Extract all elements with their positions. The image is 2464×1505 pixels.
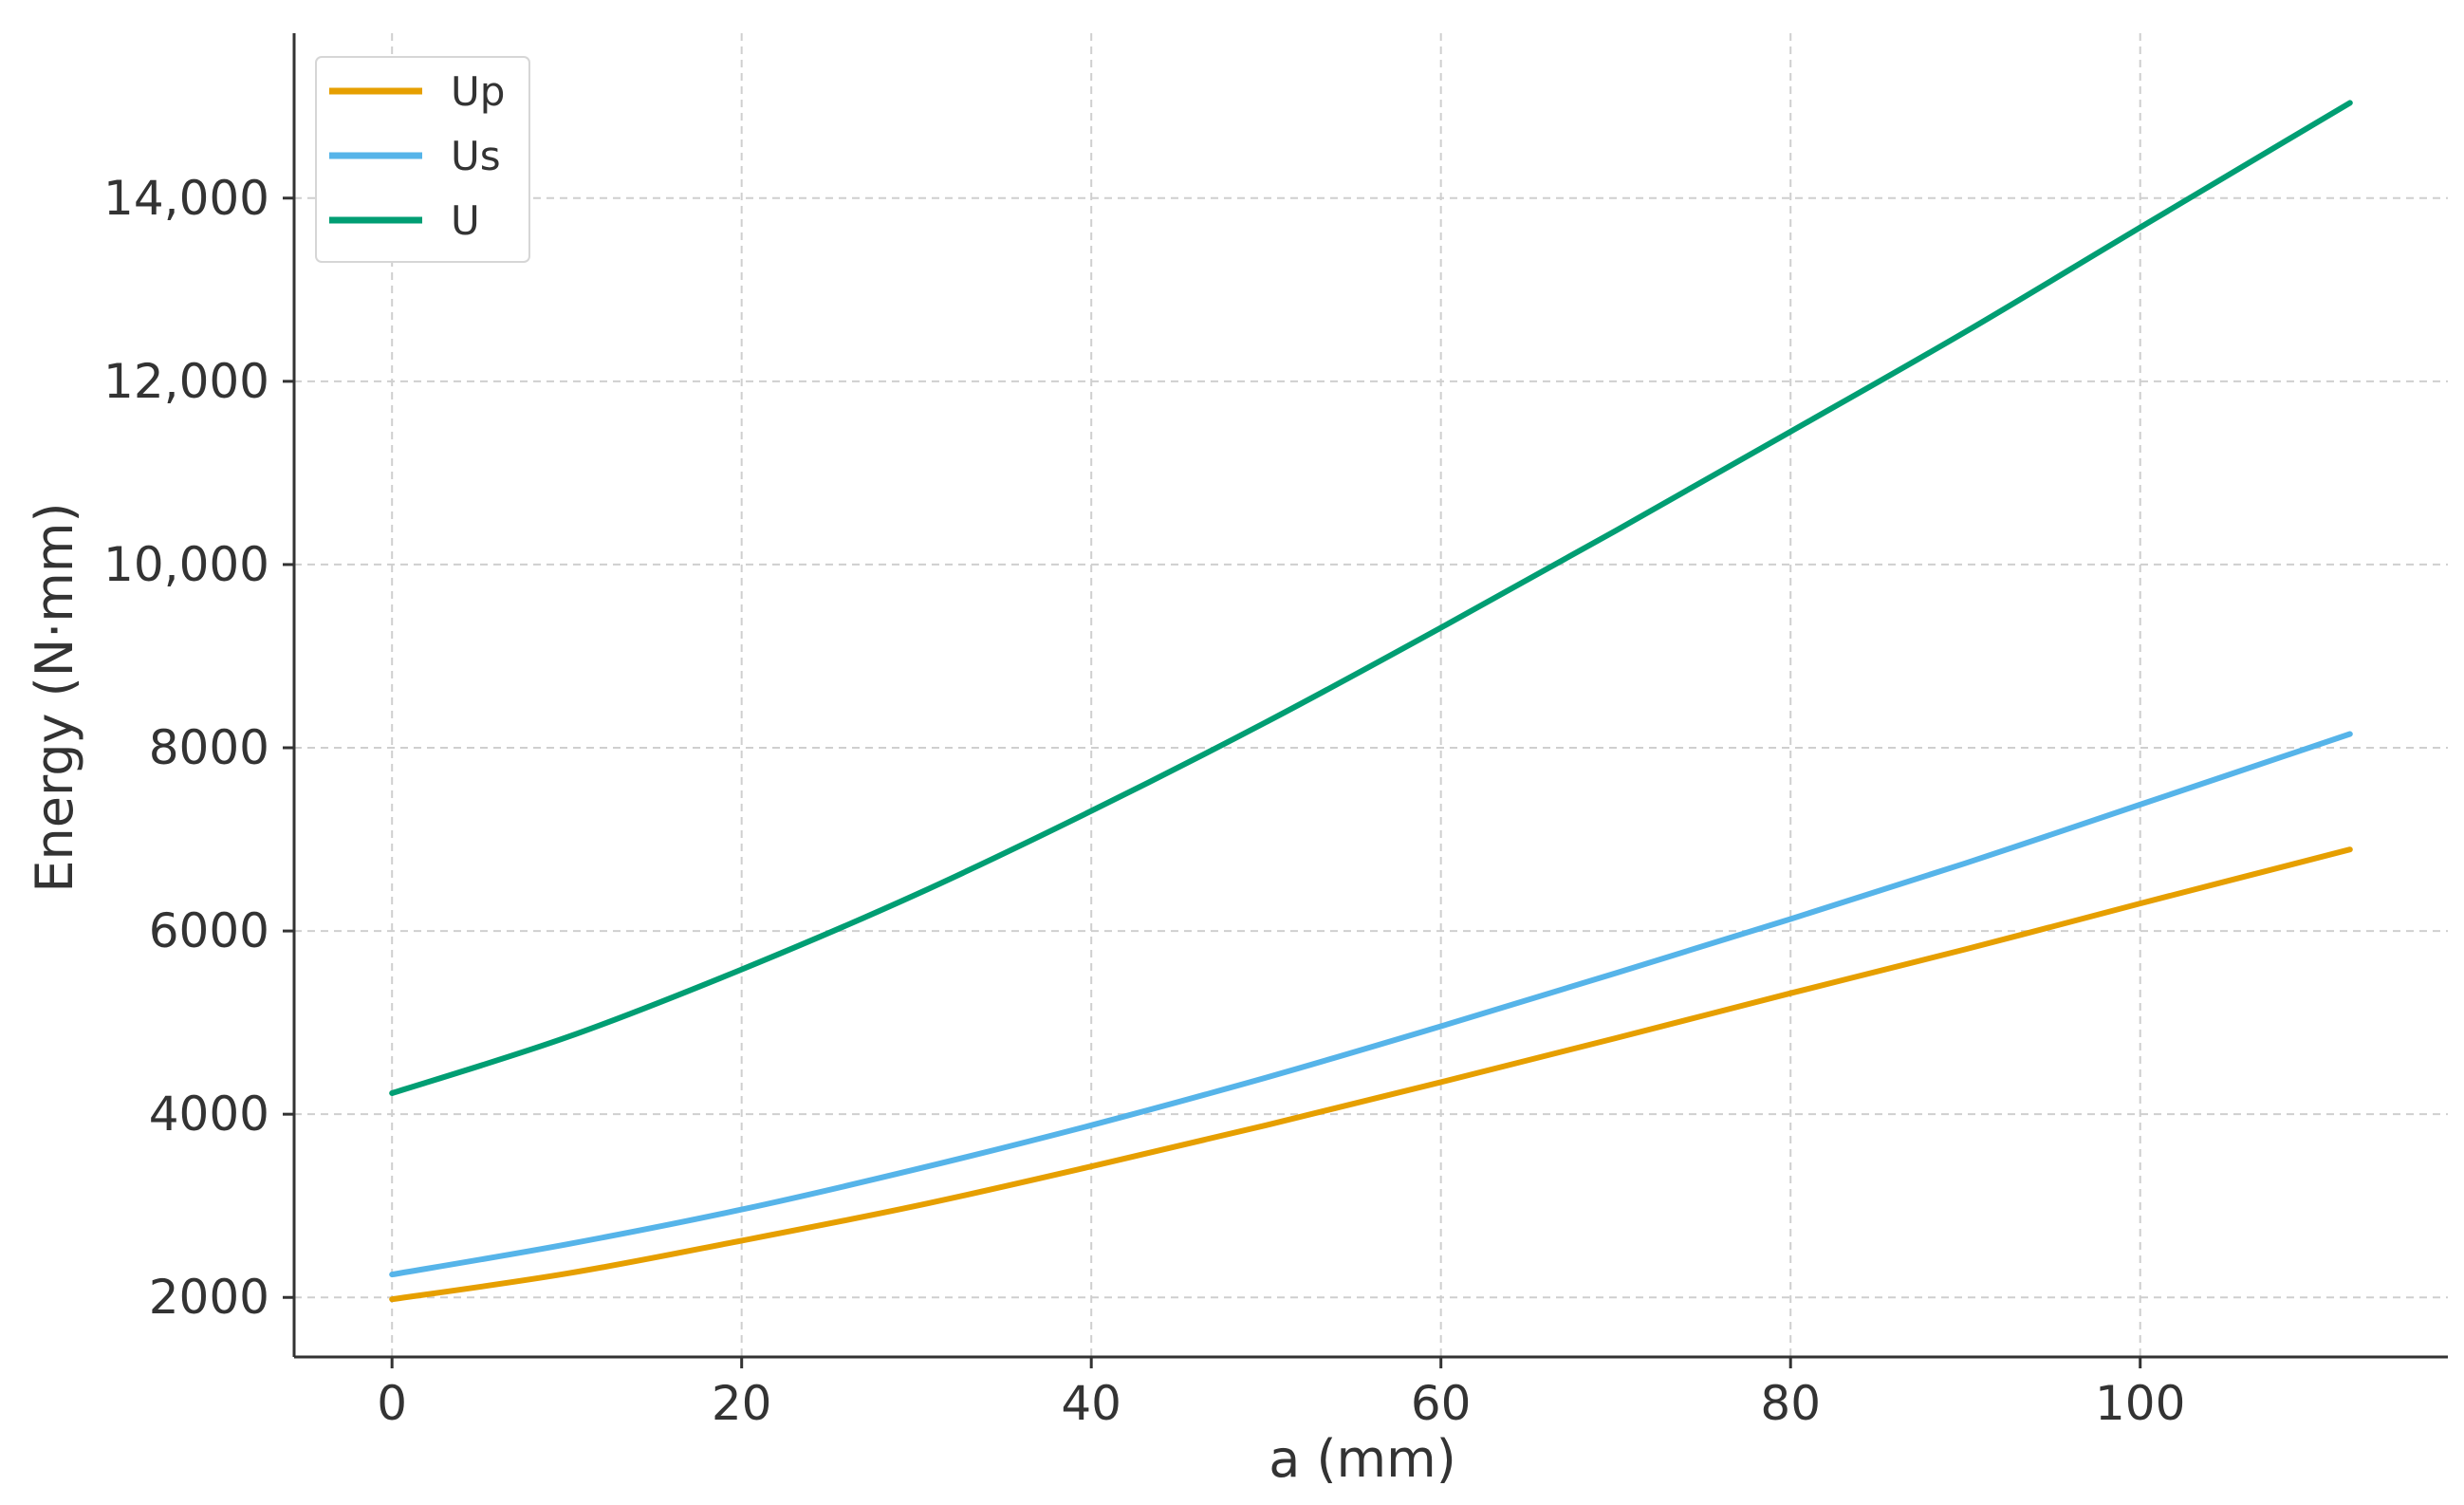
- legend: Up Us U: [315, 56, 530, 263]
- axes: [292, 33, 2448, 1359]
- legend-label-us: Us: [451, 133, 501, 179]
- x-tick-label: 0: [377, 1376, 407, 1431]
- y-axis-label: Energy (N·mm): [25, 502, 84, 892]
- x-tick-label: 60: [1411, 1376, 1472, 1431]
- y-tick-label: 6000: [149, 903, 269, 958]
- y-tick-label: 2000: [149, 1270, 269, 1325]
- legend-label-up: Up: [451, 68, 505, 115]
- x-tick-label: 20: [712, 1376, 772, 1431]
- y-tick-label: 4000: [149, 1087, 269, 1142]
- x-tick-label: 40: [1061, 1376, 1121, 1431]
- legend-label-u: U: [451, 197, 480, 244]
- series-line-up: [389, 846, 2353, 1303]
- x-tick-label: 80: [1760, 1376, 1821, 1431]
- y-tick-label: 12,000: [103, 354, 269, 409]
- series-line-u: [389, 100, 2353, 1096]
- x-tick-label: 100: [2095, 1376, 2185, 1431]
- y-tick-label: 14,000: [103, 171, 269, 226]
- y-tick-label: 10,000: [103, 537, 269, 592]
- y-tick-label: 8000: [149, 720, 269, 775]
- series-line-us: [389, 731, 2353, 1278]
- legend-box: [315, 56, 530, 263]
- x-axis-ticks: 0 20 40 60 80 100: [377, 1357, 2185, 1431]
- series-lines: [389, 100, 2353, 1303]
- x-axis-label: a (mm): [1269, 1429, 1456, 1489]
- grid: [294, 33, 2448, 1357]
- y-axis-ticks: 2000 4000 6000 8000 10,000 12,000 14,000: [103, 171, 294, 1325]
